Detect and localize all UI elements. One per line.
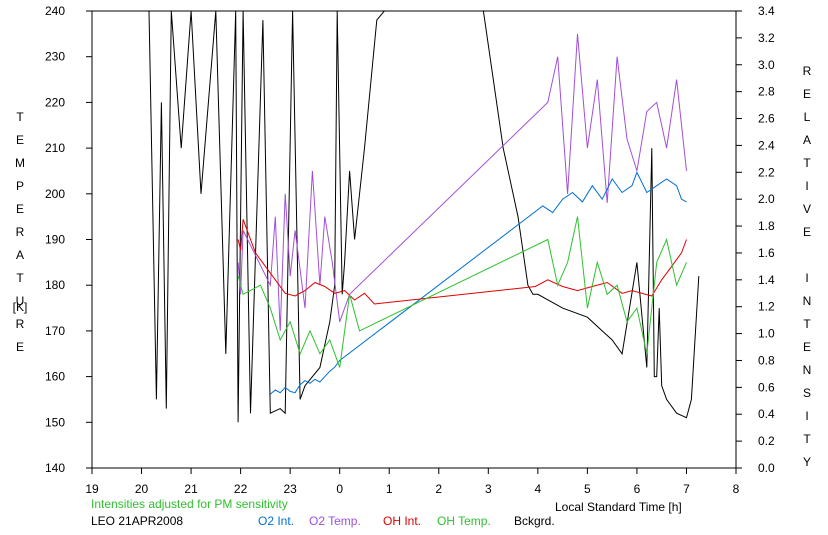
right-tick-label: 3.2 bbox=[758, 31, 775, 45]
legend-item: O2 Int. bbox=[258, 514, 295, 528]
legend-item: OH Temp. bbox=[437, 514, 491, 528]
left-tick-label: 140 bbox=[45, 461, 65, 475]
right-tick-label: 2.8 bbox=[758, 85, 775, 99]
x-tick-label: 19 bbox=[85, 482, 99, 496]
x-tick-label: 0 bbox=[336, 482, 343, 496]
x-tick-label: 1 bbox=[386, 482, 393, 496]
right-tick-label: 1.2 bbox=[758, 300, 775, 314]
x-tick-label: 7 bbox=[683, 482, 690, 496]
right-tick-label: 1.6 bbox=[758, 246, 775, 260]
x-tick-label: 2 bbox=[435, 482, 442, 496]
chart-ticks: 19 20 21 22 23 0 1 2 3 4 5 6 7 8140150160170180190200… bbox=[45, 4, 775, 496]
series-oh-temp bbox=[237, 216, 687, 368]
left-tick-label: 150 bbox=[45, 415, 65, 429]
left-tick-label: 190 bbox=[45, 233, 65, 247]
x-tick-label: 5 bbox=[584, 482, 591, 496]
x-tick-label: 4 bbox=[535, 482, 542, 496]
legend-item: OH Int. bbox=[383, 514, 422, 528]
series-bckgrd bbox=[148, 11, 700, 423]
right-tick-label: 0.8 bbox=[758, 353, 775, 367]
sensitivity-note: Intensities adjusted for PM sensitivity bbox=[91, 497, 288, 511]
x-axis-label: Local Standard Time [h] bbox=[555, 500, 682, 514]
left-tick-label: 240 bbox=[45, 4, 65, 18]
legend-item: Bckgrd. bbox=[514, 514, 555, 528]
chart-axes bbox=[91, 10, 737, 469]
left-tick-label: 220 bbox=[45, 95, 65, 109]
right-tick-label: 2.4 bbox=[758, 138, 775, 152]
right-tick-label: 1.8 bbox=[758, 219, 775, 233]
x-tick-label: 23 bbox=[283, 482, 297, 496]
station-date: LEO 21APR2008 bbox=[91, 514, 184, 528]
right-tick-label: 0.4 bbox=[758, 407, 775, 421]
right-tick-label: 1.4 bbox=[758, 273, 775, 287]
x-tick-label: 6 bbox=[634, 482, 641, 496]
right-tick-label: 3.0 bbox=[758, 58, 775, 72]
right-tick-label: 3.4 bbox=[758, 4, 775, 18]
left-tick-label: 200 bbox=[45, 187, 65, 201]
right-tick-label: 2.2 bbox=[758, 165, 775, 179]
right-tick-label: 2.6 bbox=[758, 112, 775, 126]
right-tick-label: 0.2 bbox=[758, 434, 775, 448]
x-tick-label: 8 bbox=[733, 482, 740, 496]
right-tick-label: 0.0 bbox=[758, 461, 775, 475]
left-tick-label: 160 bbox=[45, 370, 65, 384]
series-oh-int bbox=[237, 219, 687, 305]
x-tick-label: 21 bbox=[184, 482, 198, 496]
series-o2-temp bbox=[237, 33, 687, 331]
x-tick-label: 3 bbox=[485, 482, 492, 496]
left-axis-unit: [K] bbox=[12, 300, 28, 314]
right-tick-label: 2.0 bbox=[758, 192, 775, 206]
legend-item: O2 Temp. bbox=[309, 514, 361, 528]
series-o2-int bbox=[269, 171, 687, 395]
left-tick-label: 230 bbox=[45, 50, 65, 64]
x-tick-label: 22 bbox=[234, 482, 248, 496]
x-tick-label: 20 bbox=[135, 482, 149, 496]
chart-plot-area bbox=[148, 11, 700, 423]
left-tick-label: 180 bbox=[45, 278, 65, 292]
right-tick-label: 1.0 bbox=[758, 327, 775, 341]
right-tick-label: 0.6 bbox=[758, 380, 775, 394]
left-tick-label: 210 bbox=[45, 141, 65, 155]
left-tick-label: 170 bbox=[45, 324, 65, 338]
